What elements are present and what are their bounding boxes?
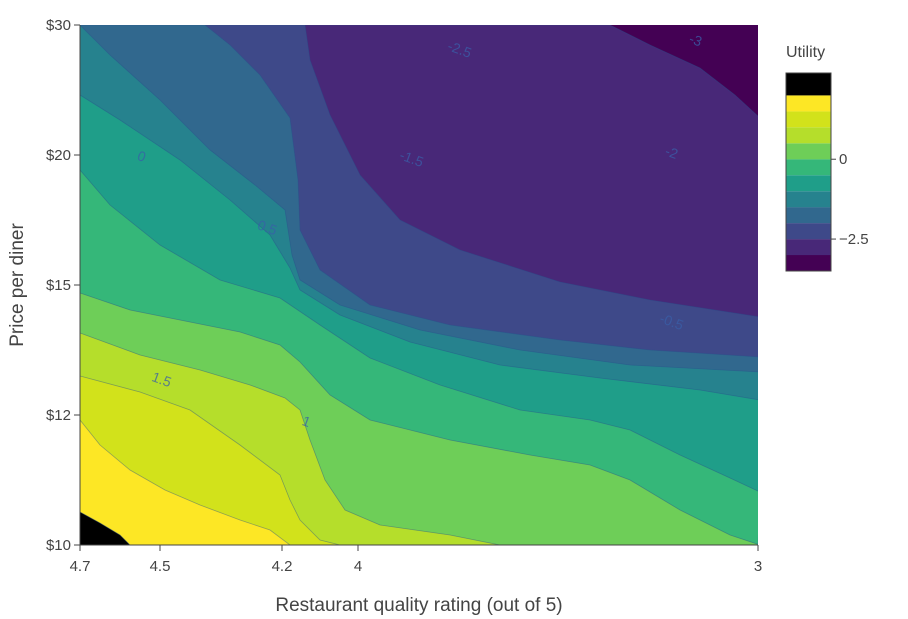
colorbar-swatch (786, 127, 831, 144)
contour-band (80, 419, 291, 545)
contour-bands (80, 25, 758, 545)
contour-band (80, 511, 131, 545)
y-tick-label: $10 (46, 537, 71, 554)
colorbar-swatch (786, 111, 831, 128)
y-tick-label: $15 (46, 277, 71, 294)
contour-label: -2.5 (446, 38, 474, 61)
contour-label: -0.5 (658, 310, 686, 333)
colorbar-ticks: 0 −2.5 (831, 151, 869, 248)
contour-label: 1.5 (150, 368, 174, 390)
contour-label: -1.5 (398, 147, 426, 170)
colorbar-swatch (786, 239, 831, 256)
x-tick-label: 4 (354, 558, 362, 575)
colorbar-tick-label: 0 (839, 151, 847, 168)
y-tick-label: $20 (46, 147, 71, 164)
colorbar-swatch (786, 207, 831, 224)
colorbar-outline (785, 72, 832, 272)
colorbar-swatches (786, 73, 831, 271)
x-tick-label: 4.7 (70, 558, 91, 575)
colorbar-swatch (786, 255, 831, 271)
x-tick-label: 4.2 (272, 558, 293, 575)
colorbar-swatch (786, 73, 831, 96)
colorbar-swatch (786, 143, 831, 160)
x-tick-label: 3 (754, 558, 762, 575)
colorbar-tick-label: −2.5 (839, 231, 869, 248)
y-axis: $10 $12 $15 $20 $30 (46, 17, 81, 554)
colorbar-swatch (786, 223, 831, 240)
plot-area (80, 25, 758, 545)
contour-labels: -3-2.5-2-1.5-0.500.511.5 (135, 30, 704, 430)
contour-label: -3 (687, 30, 704, 49)
x-tick-label: 4.5 (150, 558, 171, 575)
y-tick-label: $30 (46, 17, 71, 34)
colorbar-title: Utility (786, 44, 825, 61)
colorbar[interactable]: Utility 0 −2.5 (785, 44, 869, 272)
colorbar-swatch (786, 95, 831, 112)
contour-label: 0.5 (256, 217, 280, 239)
x-axis-title: Restaurant quality rating (out of 5) (275, 595, 562, 616)
colorbar-swatch (786, 191, 831, 208)
colorbar-swatch (786, 159, 831, 176)
x-axis: 4.7 4.5 4.2 4 3 (70, 544, 762, 575)
y-tick-label: $12 (46, 407, 71, 424)
contour-label: -2 (663, 143, 680, 162)
y-axis-title: Price per diner (7, 223, 28, 347)
colorbar-swatch (786, 175, 831, 192)
